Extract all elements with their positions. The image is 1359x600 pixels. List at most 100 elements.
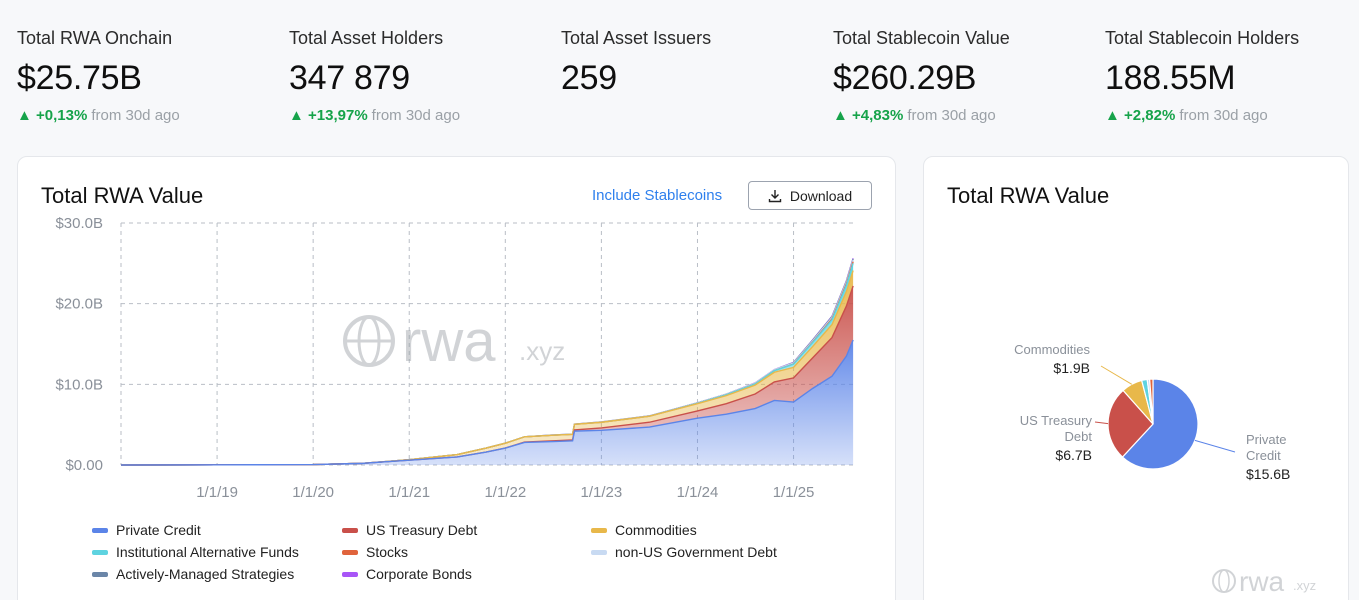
legend-label: Stocks [366, 544, 409, 560]
pie-label-value: $1.9B [1053, 360, 1090, 376]
globe-icon [343, 315, 395, 367]
download-label: Download [789, 187, 853, 204]
stat-delta-suffix: from 30d ago [907, 107, 996, 124]
pie-slice-private-credit[interactable] [1121, 378, 1199, 470]
include-stablecoins-toggle[interactable]: Include Stablecoins [592, 187, 723, 204]
stat-label: Total Stablecoin Value [833, 28, 1010, 48]
pie-leader-line [1100, 365, 1133, 385]
pie-label-text: Commodities [1014, 342, 1090, 357]
stat-delta-suffix: from 30d ago [371, 107, 461, 124]
y-tick-label: $10.0B [55, 376, 103, 393]
y-tick-label: $20.0B [55, 296, 103, 313]
arrow-up-icon: ▲ [833, 107, 848, 124]
legend-label: Actively-Managed Strategies [116, 566, 295, 582]
stat-value: 347 879 [289, 59, 410, 97]
watermark-text: rwa [1239, 566, 1285, 597]
pie-label-value: $6.7B [1055, 447, 1092, 463]
download-button[interactable]: Download [748, 181, 872, 210]
stat-asset-issuers: Total Asset Issuers 259 [561, 28, 711, 98]
area-chart: $0.00 $10.0B $20.0B $30.0B 1/1/19 1/1/20 1/1/2… [55, 215, 856, 501]
stat-delta-pct: +13,97% [308, 107, 368, 124]
stat-stablecoin-holders: Total Stablecoin Holders 188.55M ▲ +2,82… [1105, 28, 1299, 124]
arrow-up-icon: ▲ [289, 107, 304, 124]
stat-value: 259 [561, 59, 617, 97]
legend-item[interactable]: Institutional Alternative Funds [92, 544, 299, 560]
legend-swatch [591, 527, 607, 533]
legend-label: Private Credit [116, 522, 201, 538]
y-tick-label: $0.00 [65, 457, 103, 474]
pie-label-private-credit: Private Credit $15.6B [1246, 432, 1290, 482]
pie-chart: rwa .xyz [1094, 365, 1316, 597]
rwa-watermark: rwa .xyz [343, 309, 565, 374]
legend-item[interactable]: US Treasury Debt [342, 522, 477, 538]
legend-item[interactable]: Commodities [591, 522, 697, 538]
stat-value: $25.75B [17, 59, 142, 97]
stat-stablecoin-value: Total Stablecoin Value $260.29B ▲ +4,83%… [833, 28, 1010, 124]
watermark-suffix: .xyz [519, 336, 565, 366]
pie-leader-line [1094, 421, 1109, 425]
legend-item[interactable]: non-US Government Debt [591, 544, 777, 560]
pie-label-text: Debt [1064, 429, 1092, 444]
legend-item[interactable]: Stocks [342, 544, 408, 560]
line-series-private-credit [120, 339, 854, 466]
stat-delta: ▲ +0,13% from 30d ago [17, 107, 180, 124]
stat-delta-suffix: from 30d ago [91, 107, 180, 124]
arrow-up-icon: ▲ [1105, 107, 1120, 124]
stat-delta: ▲ +4,83% from 30d ago [833, 107, 1010, 124]
area-chart-title: Total RWA Value [41, 183, 204, 208]
globe-icon [1212, 569, 1236, 593]
area-series-commodities[interactable] [121, 270, 854, 465]
stat-label: Total RWA Onchain [17, 28, 173, 48]
legend-label: Corporate Bonds [366, 566, 472, 582]
x-tick-label: 1/1/19 [196, 484, 238, 501]
stat-value: 188.55M [1105, 59, 1236, 97]
x-tick-label: 1/1/25 [773, 484, 815, 501]
area-series-us-treasury-debt[interactable] [121, 285, 854, 465]
stat-value: $260.29B [833, 59, 977, 97]
area-series-private-credit[interactable] [121, 339, 854, 465]
rwa-area-chart-card [17, 156, 896, 600]
legend-swatch [342, 549, 358, 555]
stat-delta-pct: +0,13% [36, 107, 88, 124]
watermark-text: rwa [402, 309, 496, 374]
y-tick-label: $30.0B [55, 215, 103, 232]
watermark-suffix: .xyz [1293, 578, 1316, 593]
legend-label: Commodities [615, 522, 697, 538]
legend-label: Institutional Alternative Funds [116, 544, 299, 560]
download-icon [768, 189, 782, 202]
pie-label-text: Credit [1246, 448, 1281, 463]
x-tick-label: 1/1/20 [292, 484, 334, 501]
x-tick-label: 1/1/24 [677, 484, 719, 501]
legend-swatch [92, 549, 108, 555]
legend-swatch [92, 527, 108, 533]
stat-delta-pct: +2,82% [1124, 107, 1176, 124]
pie-label-text: Private [1246, 432, 1287, 447]
stat-delta-suffix: from 30d ago [1179, 107, 1268, 124]
legend-swatch [342, 527, 358, 533]
globe-meridian [357, 315, 381, 367]
stat-delta: ▲ +13,97% from 30d ago [289, 107, 460, 124]
pie-slice-other[interactable] [1148, 378, 1154, 425]
pie-leader-line [1194, 439, 1236, 453]
stat-asset-holders: Total Asset Holders 347 879 ▲ +13,97% fro… [289, 28, 460, 124]
legend-item[interactable]: Private Credit [92, 522, 201, 538]
stat-label: Total Asset Holders [289, 28, 444, 48]
pie-chart-title: Total RWA Value [947, 183, 1110, 208]
pie-label-value: $15.6B [1246, 466, 1291, 482]
legend-item[interactable]: Corporate Bonds [342, 566, 472, 582]
rwa-watermark-small: rwa .xyz [1212, 566, 1316, 597]
globe-meridian [1218, 569, 1230, 593]
legend-label: US Treasury Debt [366, 522, 478, 538]
legend-item[interactable]: Actively-Managed Strategies [92, 566, 294, 582]
legend-swatch [591, 549, 607, 555]
legend-swatch [92, 571, 108, 577]
arrow-up-icon: ▲ [17, 107, 32, 124]
stat-delta-pct: +4,83% [852, 107, 904, 124]
legend-swatch [342, 571, 358, 577]
pie-label-commodities: Commodities $1.9B [1006, 342, 1090, 376]
x-tick-label: 1/1/23 [581, 484, 623, 501]
stat-label: Total Asset Issuers [561, 28, 712, 48]
rwa-pie-chart-card [923, 156, 1349, 600]
legend-label: non-US Government Debt [615, 544, 777, 560]
stat-total-rwa: Total RWA Onchain $25.75B ▲ +0,13% from 3… [17, 28, 180, 124]
